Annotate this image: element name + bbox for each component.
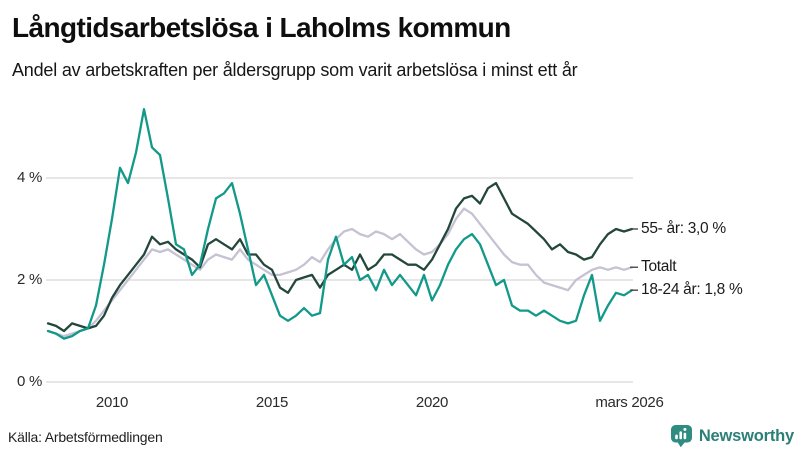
newsworthy-wordmark: Newsworthy	[698, 426, 794, 445]
chart-subtitle: Andel av arbetskraften per åldersgrupp s…	[12, 60, 578, 80]
y-axis-tick-0: 0 %	[17, 373, 42, 390]
x-axis-tick-2010: 2010	[95, 394, 129, 411]
y-axis-tick-2: 2 %	[17, 271, 42, 288]
x-axis-tick-2015: 2015	[255, 394, 289, 411]
series-label-totalt: Totalt	[641, 257, 677, 275]
source-attribution: Källa: Arbetsförmedlingen	[8, 429, 163, 445]
y-axis-tick-4: 4 %	[17, 169, 42, 186]
x-axis-tick-2020: 2020	[415, 394, 449, 411]
page-title: Långtidsarbetslösa i Laholms kommun	[12, 12, 511, 43]
newsworthy-logo: Newsworthy	[670, 424, 794, 448]
x-axis-tick-mars-2026: mars 2026	[595, 394, 664, 411]
newsworthy-logo-icon	[670, 425, 692, 448]
series-label-55-ar: 55- år: 3,0 %	[641, 219, 726, 237]
series-label-18-24-ar: 18-24 år: 1,8 %	[641, 280, 743, 298]
